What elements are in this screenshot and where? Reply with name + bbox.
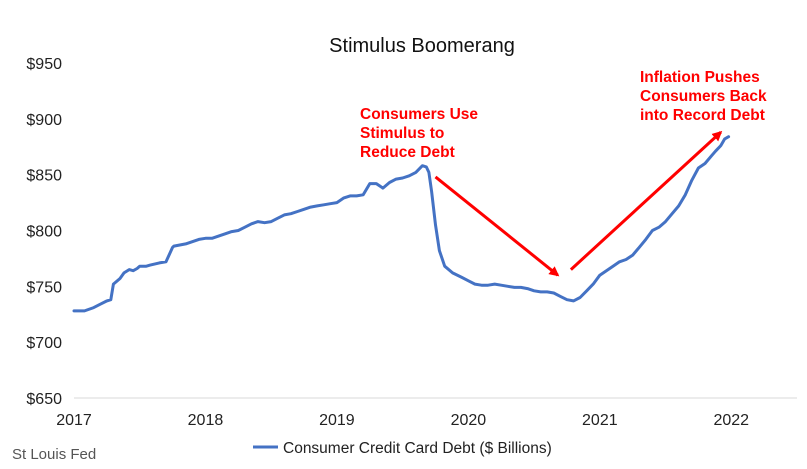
x-tick-label: 2020: [451, 412, 487, 429]
y-tick-label: $950: [26, 56, 62, 73]
x-tick-label: 2021: [582, 412, 618, 429]
y-tick-label: $800: [26, 224, 62, 241]
x-tick-label: 2019: [319, 412, 355, 429]
legend: Consumer Credit Card Debt ($ Billions): [253, 440, 552, 457]
annotation-arrows: [434, 130, 723, 277]
annotation-inflation: Inflation Pushes Consumers Back into Rec…: [640, 69, 771, 124]
y-tick-label: $900: [26, 112, 62, 129]
y-tick-label: $700: [26, 335, 62, 352]
y-axis-tick-labels: $650 $700 $750 $800 $850 $900 $950: [26, 56, 62, 408]
y-tick-label: $650: [26, 391, 62, 408]
x-tick-label: 2022: [713, 412, 749, 429]
annotation-inflation-line-2: Consumers Back: [640, 88, 767, 105]
x-tick-label: 2018: [188, 412, 224, 429]
series-line-credit-card-debt: [72, 135, 731, 313]
annotation-stimulus-line-1: Consumers Use: [360, 106, 478, 123]
annotation-stimulus-line-2: Stimulus to: [360, 125, 444, 142]
x-tick-label: 2017: [56, 412, 92, 429]
annotation-inflation-line-1: Inflation Pushes: [640, 69, 760, 86]
x-axis-tick-labels: 2017 2018 2019 2020 2021 2022: [56, 412, 749, 429]
chart-title: Stimulus Boomerang: [329, 35, 515, 57]
y-tick-label: $750: [26, 279, 62, 296]
annotation-stimulus: Consumers Use Stimulus to Reduce Debt: [360, 106, 482, 161]
source-note: St Louis Fed: [12, 446, 96, 463]
annotation-arrow-2: [569, 130, 723, 271]
annotation-arrow-1: [434, 175, 560, 277]
legend-label: Consumer Credit Card Debt ($ Billions): [283, 440, 552, 457]
annotation-inflation-line-3: into Record Debt: [640, 107, 765, 124]
annotation-stimulus-line-3: Reduce Debt: [360, 144, 455, 161]
y-tick-label: $850: [26, 168, 62, 185]
